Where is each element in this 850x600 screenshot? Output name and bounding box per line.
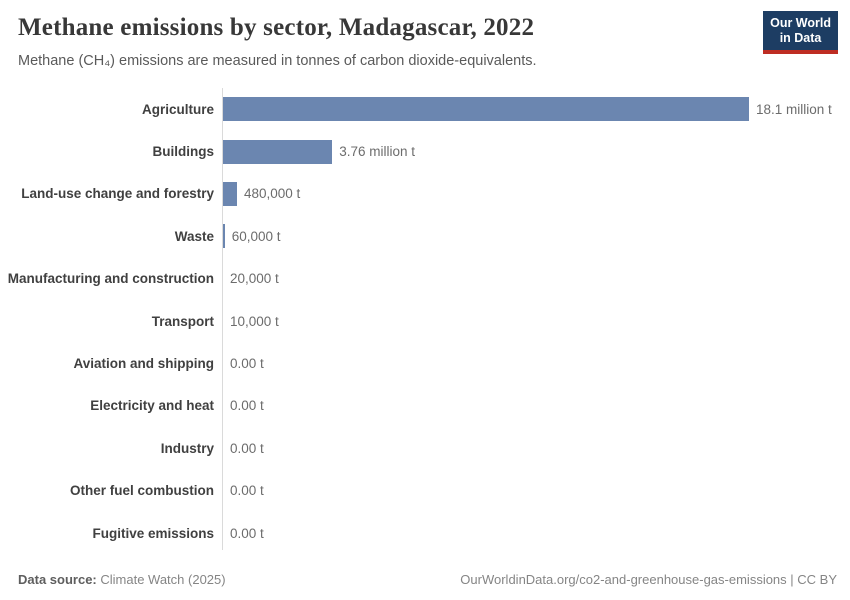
chart-subtitle: Methane (CH₄) emissions are measured in … [18, 53, 537, 69]
data-source-value: Climate Watch (2025) [96, 572, 226, 587]
value-label: 20,000 t [230, 271, 279, 287]
category-label: Buildings [152, 144, 215, 160]
value-label: 10,000 t [230, 313, 279, 329]
bar-chart: Agriculture 18.1 million t Buildings 3.76 m… [0, 88, 850, 554]
chart-row: Electricity and heat 0.00 t [0, 385, 850, 427]
data-source-label: Data source: [18, 572, 97, 587]
chart-row: Transport 10,000 t [0, 300, 850, 342]
chart-row: Land-use change and forestry 480,000 t [0, 173, 850, 215]
bar[interactable] [223, 224, 225, 249]
chart-row: Waste 60,000 t [0, 215, 850, 257]
category-label: Land-use change and forestry [21, 186, 214, 202]
page-title: Methane emissions by sector, Madagascar,… [18, 14, 535, 41]
footer-url: OurWorldinData.org/co2-and-greenhouse-ga… [460, 572, 837, 587]
owid-logo[interactable]: Our World in Data [763, 11, 838, 54]
chart-row: Other fuel combustion 0.00 t [0, 470, 850, 512]
value-label: 0.00 t [230, 398, 264, 414]
bar[interactable] [223, 139, 333, 164]
value-label: 480,000 t [243, 186, 301, 202]
category-label: Electricity and heat [90, 398, 214, 414]
chart-header: Methane emissions by sector, Madagascar,… [18, 13, 750, 71]
category-label: Fugitive emissions [92, 525, 214, 541]
chart-row: Fugitive emissions 0.00 t [0, 512, 850, 554]
chart-row: Buildings 3.76 million t [0, 130, 850, 172]
category-label: Waste [174, 228, 214, 244]
category-label: Agriculture [141, 101, 214, 117]
value-label: 18.1 million t [756, 101, 832, 117]
value-label: 0.00 t [230, 356, 264, 372]
category-label: Other fuel combustion [69, 483, 214, 499]
value-label: 60,000 t [231, 228, 281, 244]
bar[interactable] [223, 181, 237, 206]
chart-rows: Agriculture 18.1 million t Buildings 3.76 m… [0, 88, 850, 554]
value-label: 0.00 t [230, 525, 264, 541]
owid-logo-line1: Our World [770, 16, 831, 30]
chart-row: Agriculture 18.1 million t [0, 88, 850, 130]
category-label: Industry [160, 440, 214, 456]
chart-row: Aviation and shipping 0.00 t [0, 342, 850, 384]
category-label: Manufacturing and construction [7, 271, 214, 287]
value-label: 0.00 t [230, 440, 264, 456]
bar[interactable] [223, 97, 749, 122]
chart-row: Manufacturing and construction 20,000 t [0, 258, 850, 300]
y-axis-line [222, 88, 223, 550]
value-label: 0.00 t [230, 483, 264, 499]
category-label: Aviation and shipping [73, 356, 215, 372]
owid-logo-line2: in Data [779, 31, 822, 45]
category-label: Transport [151, 313, 214, 329]
data-source: Data source: Climate Watch (2025) [18, 572, 226, 587]
chart-footer: Data source: Climate Watch (2025) OurWor… [18, 572, 837, 587]
value-label: 3.76 million t [339, 144, 416, 160]
chart-row: Industry 0.00 t [0, 427, 850, 469]
